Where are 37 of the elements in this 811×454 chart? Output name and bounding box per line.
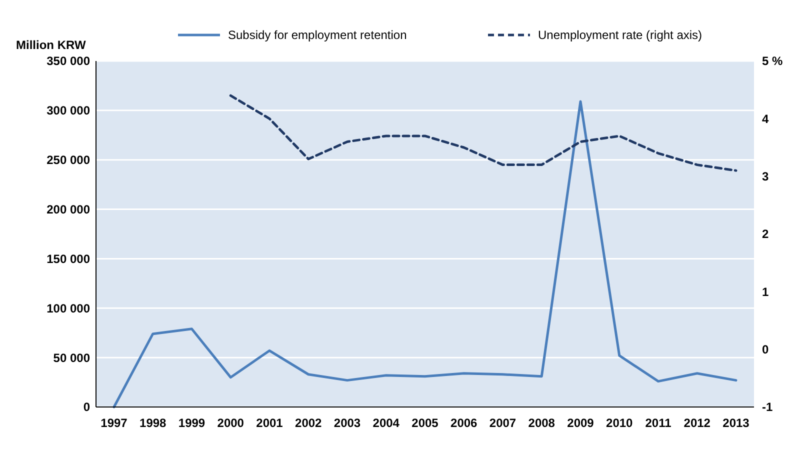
x-tick-label: 2004 xyxy=(372,416,400,430)
x-tick-label: 1998 xyxy=(140,416,167,430)
x-tick-label: 2005 xyxy=(412,416,439,430)
x-tick-label: 1997 xyxy=(100,416,128,430)
x-tick-label: 2001 xyxy=(256,416,284,430)
legend-label: Subsidy for employment retention xyxy=(228,28,407,42)
y-tick-label: 350 000 xyxy=(46,54,90,68)
y-tick-label: 200 000 xyxy=(46,202,90,216)
x-tick-label: 2012 xyxy=(684,416,711,430)
y-tick-label: 100 000 xyxy=(46,301,90,316)
y2-tick-label: 5 % xyxy=(762,54,784,68)
y-tick-label: 150 000 xyxy=(46,252,90,266)
x-tick-label: 1999 xyxy=(178,416,206,430)
line-series xyxy=(229,94,738,172)
x-tick-label: 2006 xyxy=(450,416,478,430)
y2-tick-label: 3 xyxy=(762,170,769,184)
x-tick-label: 2003 xyxy=(334,416,361,430)
y2-tick-label: 4 xyxy=(762,112,769,126)
y-axis-title: Million KRW xyxy=(16,38,86,52)
y2-tick-label: -1 xyxy=(762,400,773,414)
y2-tick-label: 2 xyxy=(762,227,769,242)
y-tick-label: 250 000 xyxy=(46,153,90,168)
x-tick-label: 2011 xyxy=(645,416,672,430)
y2-tick-label: 0 xyxy=(762,342,769,357)
y-tick-label: 300 000 xyxy=(46,104,90,118)
y2-tick-label: 1 xyxy=(762,284,769,299)
x-tick-label: 2002 xyxy=(295,416,322,430)
y-tick-label: 50 000 xyxy=(53,350,90,365)
x-tick-label: 2013 xyxy=(722,416,750,430)
x-tick-label: 2000 xyxy=(217,416,244,430)
legend-label: Unemployment rate (right axis) xyxy=(538,28,702,42)
x-tick-label: 2007 xyxy=(489,416,516,430)
x-tick-label: 2009 xyxy=(567,416,594,430)
y-tick-label: 0 xyxy=(83,400,90,414)
x-tick-label: 2010 xyxy=(606,416,634,430)
line-series xyxy=(112,100,738,408)
x-tick-label: 2008 xyxy=(528,416,556,430)
